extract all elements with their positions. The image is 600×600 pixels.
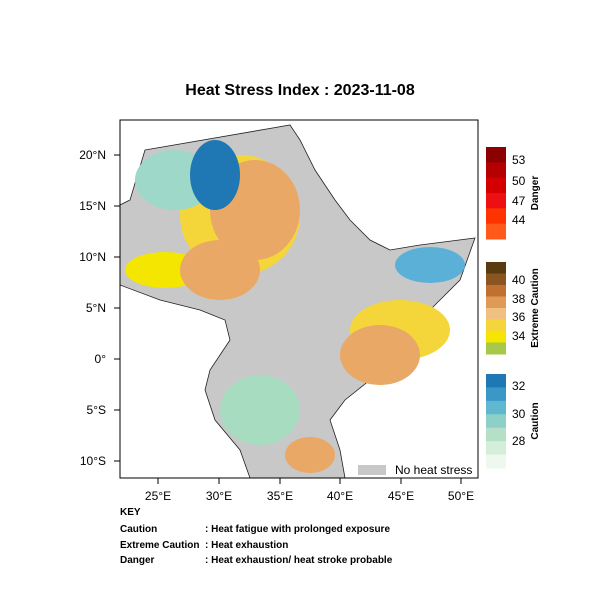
colorbar-swatch bbox=[486, 441, 506, 456]
colorbar-tick-label: 34 bbox=[512, 329, 526, 343]
x-tick-label: 45°E bbox=[388, 489, 414, 503]
key-desc: : Heat exhaustion/ heat stroke probable bbox=[205, 555, 393, 566]
key-term: Danger bbox=[120, 555, 155, 566]
x-tick-label: 30°E bbox=[206, 489, 232, 503]
colorbar-swatch bbox=[486, 387, 506, 402]
zone bbox=[340, 325, 420, 385]
y-tick-label: 5°N bbox=[86, 301, 106, 315]
y-tick-label: 15°N bbox=[79, 199, 106, 213]
colorbar-swatch bbox=[486, 262, 506, 274]
colorbar-tick-label: 28 bbox=[512, 434, 526, 448]
colorbar-tick-label: 36 bbox=[512, 310, 526, 324]
key-desc: : Heat fatigue with prolonged exposure bbox=[205, 524, 390, 535]
colorbar-tick-label: 44 bbox=[512, 213, 526, 227]
x-tick-label: 35°E bbox=[267, 489, 293, 503]
y-tick-label: 10°S bbox=[80, 454, 106, 468]
colorbar-swatch bbox=[486, 162, 506, 179]
frame bbox=[119, 119, 479, 479]
colorbar-swatch bbox=[486, 308, 506, 320]
y-tick-label: 10°N bbox=[79, 250, 106, 264]
colorbar-swatch bbox=[486, 273, 506, 286]
colorbar-tick-label: 32 bbox=[512, 379, 526, 393]
zone bbox=[395, 247, 465, 283]
colorbars: 53 50 47 44 Danger 40 38 36 34 Extreme Caution 32 3… bbox=[486, 147, 541, 469]
zone bbox=[220, 375, 300, 445]
colorbar-swatch bbox=[486, 400, 506, 415]
colorbar-tick-label: 53 bbox=[512, 153, 526, 167]
colorbar-label: Caution bbox=[530, 402, 541, 439]
colorbar-tick-label: 30 bbox=[512, 407, 526, 421]
colorbar-swatch bbox=[486, 296, 506, 309]
colorbar-swatch bbox=[486, 193, 506, 209]
colorbar-swatch bbox=[486, 223, 506, 240]
colorbar-swatch bbox=[486, 285, 506, 297]
colorbar-label: Extreme Caution bbox=[530, 268, 541, 347]
colorbar-swatch bbox=[486, 374, 506, 388]
colorbar-swatch bbox=[486, 319, 506, 332]
colorbar-swatch bbox=[486, 147, 506, 163]
map bbox=[120, 124, 477, 478]
colorbar-swatch bbox=[486, 414, 506, 429]
zone bbox=[285, 437, 335, 473]
key-heading: KEY bbox=[120, 507, 141, 518]
colorbar-swatch bbox=[486, 427, 506, 442]
colorbar-swatch bbox=[486, 177, 506, 194]
key-term: Caution bbox=[120, 524, 157, 535]
colorbar-label: Danger bbox=[530, 176, 541, 211]
y-tick-label: 0° bbox=[95, 352, 107, 366]
zone bbox=[180, 240, 260, 300]
legend-label: No heat stress bbox=[395, 463, 472, 477]
colorbar-swatch bbox=[486, 342, 506, 355]
key-term: Extreme Caution bbox=[120, 540, 199, 551]
title: Heat Stress Index : 2023-11-08 bbox=[185, 82, 415, 99]
colorbar-tick-label: 50 bbox=[512, 174, 526, 188]
colorbar-swatch bbox=[486, 331, 506, 343]
x-tick-label: 50°E bbox=[448, 489, 474, 503]
colorbar-tick-label: 38 bbox=[512, 292, 526, 306]
y-tick-label: 5°S bbox=[87, 403, 106, 417]
colorbar-swatch bbox=[486, 454, 506, 469]
key-desc: : Heat exhaustion bbox=[205, 540, 288, 551]
y-tick-label: 20°N bbox=[79, 148, 106, 162]
colorbar-tick-label: 47 bbox=[512, 194, 526, 208]
colorbar-tick-label: 40 bbox=[512, 273, 526, 287]
legend-swatch bbox=[358, 465, 386, 475]
x-tick-label: 25°E bbox=[145, 489, 171, 503]
key: KEY Caution : Heat fatigue with prolonge… bbox=[120, 507, 393, 566]
zone bbox=[290, 220, 370, 320]
colorbar-swatch bbox=[486, 208, 506, 225]
zone bbox=[190, 140, 240, 210]
x-tick-label: 40°E bbox=[327, 489, 353, 503]
